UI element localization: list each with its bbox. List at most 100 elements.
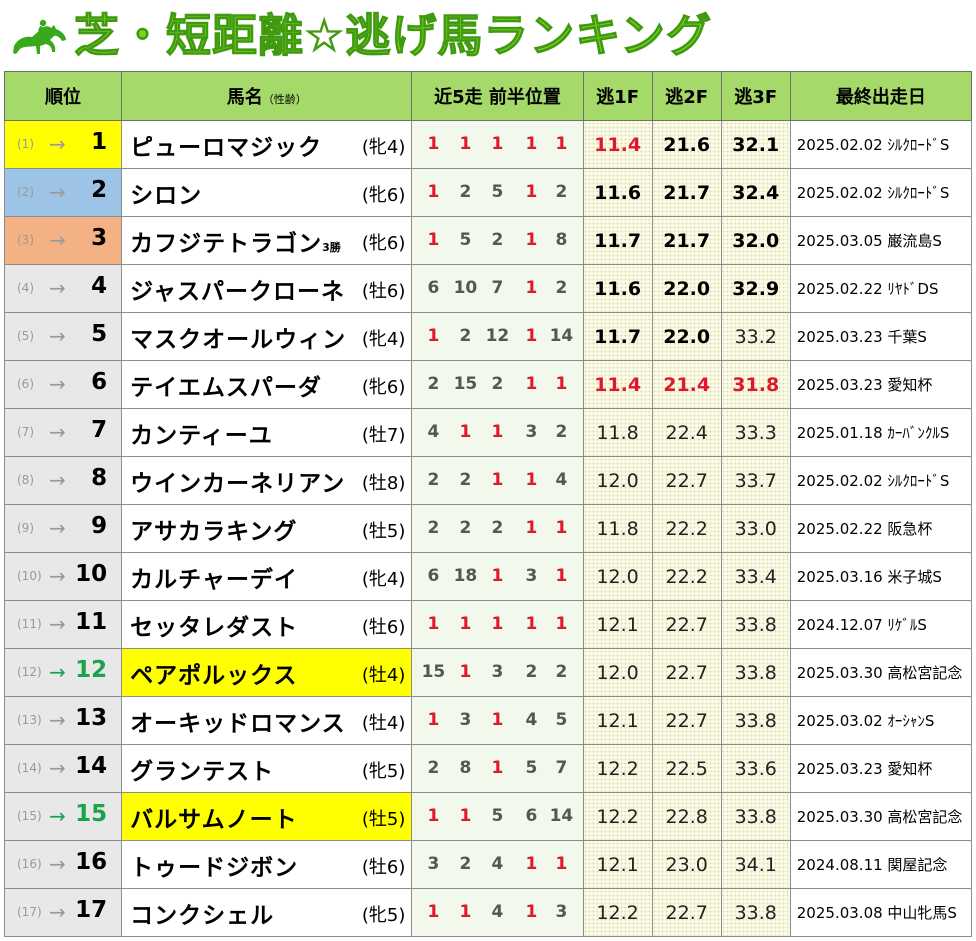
position-value: 4 [427, 422, 440, 442]
horse-name-cell: カフジテトラゴン3勝 (牝6) [121, 216, 413, 265]
second-furlong-time: 22.7 [651, 696, 722, 745]
position-value: 4 [525, 710, 538, 730]
horse-name-cell: グランテスト (牝5) [121, 744, 413, 793]
last-race: 2025.02.22 阪急杯 [789, 504, 973, 553]
previous-rank: (1) [17, 137, 34, 151]
position-value: 1 [459, 902, 472, 922]
table-row: (10) → 10 カルチャーデイ (牝4) 6 18 1 3 1 12.0 22.2 33.4 2025… [3, 552, 973, 601]
position-value: 3 [491, 662, 504, 682]
sex-age: (牡5) [361, 809, 406, 830]
position-value: 2 [459, 326, 472, 346]
arrow-right-icon: → [49, 660, 66, 684]
first-furlong-time: 12.1 [582, 696, 653, 745]
rank-cell: (9) → 9 [3, 504, 123, 553]
last-race: 2025.02.02 ｼﾙｸﾛｰﾄﾞS [789, 456, 973, 505]
position-value: 1 [525, 182, 538, 202]
first-furlong-time: 12.0 [582, 552, 653, 601]
position-value: 1 [427, 806, 440, 826]
position-value: 1 [459, 422, 472, 442]
arrow-right-icon: → [49, 228, 66, 252]
position-value: 3 [525, 422, 538, 442]
previous-rank: (8) [17, 473, 34, 487]
horse-name-text: ピューロマジック [130, 135, 323, 161]
position-value: 5 [459, 230, 472, 250]
second-furlong-time: 22.7 [651, 648, 722, 697]
horse-name-cell: トゥードジボン (牡6) [121, 840, 413, 889]
position-value: 1 [491, 422, 504, 442]
horse-name-cell: テイエムスパーダ (牝6) [121, 360, 413, 409]
positions-cell: 2 15 2 1 1 [411, 360, 584, 409]
position-value: 18 [453, 566, 478, 586]
position-value: 1 [427, 326, 440, 346]
horse-name-cell: セッタレダスト (牡6) [121, 600, 413, 649]
arrow-right-icon: → [49, 708, 66, 732]
position-value: 1 [491, 710, 504, 730]
position-value: 1 [555, 566, 568, 586]
header-row: 順位 馬名（性齢） 近5走 前半位置 逃1F 逃2F 逃3F 最終出走日 [3, 71, 973, 121]
position-value: 1 [427, 230, 440, 250]
sex-age: (牡4) [361, 665, 406, 686]
horse-name-text: カルチャーデイ [130, 567, 298, 593]
second-furlong-time: 22.2 [651, 504, 722, 553]
class-badge: 3勝 [322, 241, 341, 254]
last-race: 2025.03.30 高松宮記念 [789, 648, 973, 697]
page-title: 芝・短距離☆逃げ馬ランキング [73, 8, 712, 62]
rank-number: 11 [75, 609, 108, 635]
position-value: 5 [555, 710, 568, 730]
second-furlong-time: 21.7 [651, 216, 722, 265]
table-row: (5) → 5 マスクオールウィン (牝4) 1 2 12 1 14 11.7 22.0 33.2 202… [3, 312, 973, 361]
table-row: (4) → 4 ジャスパークローネ (牡6) 6 10 7 1 2 11.6 22.0 32.9 2025… [3, 264, 973, 313]
sex-age: (牡4) [361, 713, 406, 734]
horse-name-text: コンクシェル [130, 903, 275, 929]
rank-number: 9 [91, 513, 108, 539]
sex-age: (牝6) [361, 233, 406, 254]
horse-name-text: アサカラキング [130, 519, 298, 545]
second-furlong-time: 22.7 [651, 600, 722, 649]
first-furlong-time: 11.4 [582, 360, 653, 409]
first-furlong-time: 11.8 [582, 408, 653, 457]
position-value: 4 [491, 902, 504, 922]
second-furlong-time: 22.2 [651, 552, 722, 601]
position-value: 1 [459, 806, 472, 826]
third-furlong-time: 33.7 [720, 456, 791, 505]
previous-rank: (14) [17, 761, 42, 775]
position-value: 7 [491, 278, 504, 298]
horse-name-text: ペアポルックス [130, 663, 298, 689]
last-race: 2025.01.18 ｶｰﾊﾞﾝｸﾙS [789, 408, 973, 457]
arrow-right-icon: → [49, 756, 66, 780]
position-value: 8 [459, 758, 472, 778]
first-furlong-time: 11.7 [582, 312, 653, 361]
horse-name: セッタレダスト [130, 608, 298, 642]
last-race: 2024.08.11 関屋記念 [789, 840, 973, 889]
arrow-right-icon: → [49, 324, 66, 348]
rank-cell: (17) → 17 [3, 888, 123, 937]
position-value: 1 [427, 134, 440, 154]
last-race: 2025.03.30 高松宮記念 [789, 792, 973, 841]
rank-cell: (1) → 1 [3, 120, 123, 169]
third-furlong-time: 31.8 [720, 360, 791, 409]
position-value: 1 [491, 470, 504, 490]
horse-name-cell: ジャスパークローネ (牡6) [121, 264, 413, 313]
sex-age: (牡6) [361, 857, 406, 878]
previous-rank: (5) [17, 329, 34, 343]
arrow-right-icon: → [49, 372, 66, 396]
arrow-right-icon: → [49, 564, 66, 588]
positions-cell: 6 10 7 1 2 [411, 264, 584, 313]
last-race: 2025.02.02 ｼﾙｸﾛｰﾄﾞS [789, 168, 973, 217]
horse-name: マスクオールウィン [130, 320, 346, 354]
position-value: 1 [427, 902, 440, 922]
previous-rank: (9) [17, 521, 34, 535]
position-value: 2 [555, 278, 568, 298]
arrow-right-icon: → [49, 180, 66, 204]
horse-name-cell: カルチャーデイ (牝4) [121, 552, 413, 601]
rank-number: 16 [75, 849, 108, 875]
arrow-right-icon: → [49, 276, 66, 300]
horse-name: オーキッドロマンス [130, 704, 346, 738]
header-f3: 逃3F [720, 71, 791, 121]
position-value: 1 [555, 854, 568, 874]
previous-rank: (16) [17, 857, 42, 871]
